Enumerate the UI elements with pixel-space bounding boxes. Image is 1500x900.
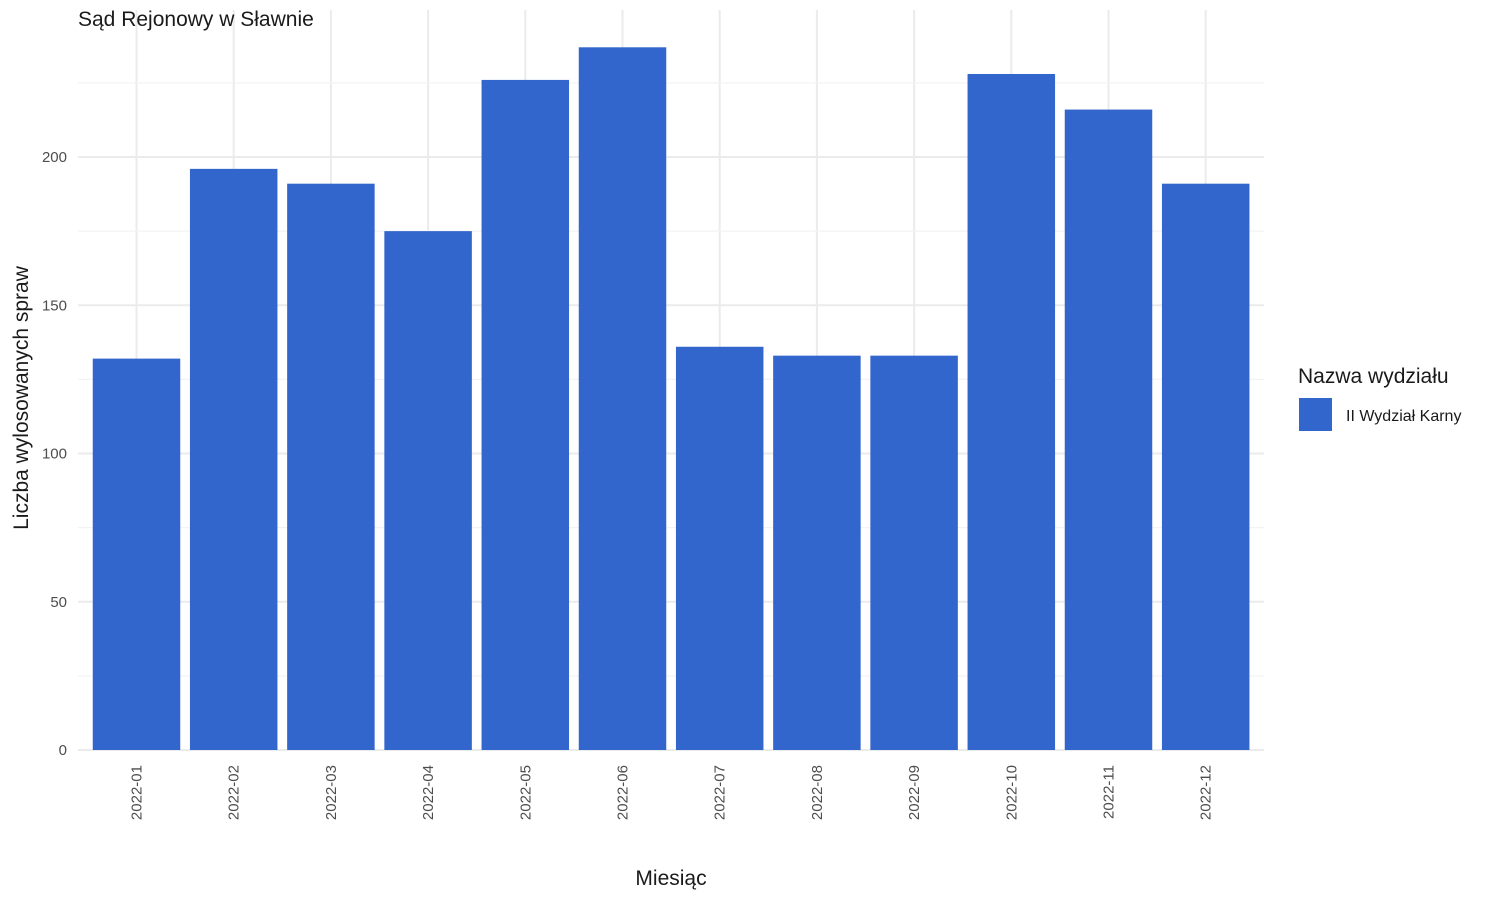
bar xyxy=(773,355,861,750)
x-tick-label: 2022-05 xyxy=(517,765,534,820)
bar xyxy=(481,79,570,750)
bars xyxy=(92,47,1250,751)
legend-title: Nazwa wydziału xyxy=(1298,365,1449,388)
x-tick-label: 2022-04 xyxy=(420,765,437,820)
x-tick-label: 2022-11 xyxy=(1101,765,1118,819)
y-tick-label: 50 xyxy=(50,594,67,611)
bar xyxy=(1064,109,1153,750)
x-tick-label: 2022-01 xyxy=(129,765,146,820)
x-tick-label: 2022-06 xyxy=(615,765,632,820)
legend: Nazwa wydziału II Wydział Karny xyxy=(1298,365,1461,431)
bar xyxy=(287,183,375,750)
chart-title: Sąd Rejonowy w Sławnie xyxy=(78,8,314,31)
bar xyxy=(870,355,958,750)
bar xyxy=(967,73,1056,751)
x-axis-title: Miesiąc xyxy=(635,867,706,890)
x-axis-ticks: 2022-01 2022-02 2022-03 2022-04 2022-05 2022-… xyxy=(129,765,1215,820)
y-axis-ticks: 0 50 100 150 200 xyxy=(42,149,67,759)
y-tick-label: 100 xyxy=(42,446,67,463)
bar xyxy=(189,168,278,751)
legend-swatch xyxy=(1299,398,1332,431)
x-tick-label: 2022-08 xyxy=(809,765,826,820)
y-tick-label: 200 xyxy=(42,149,67,166)
x-tick-label: 2022-10 xyxy=(1003,765,1020,820)
bar xyxy=(384,231,472,750)
y-tick-label: 150 xyxy=(42,297,67,314)
y-tick-label: 0 xyxy=(59,742,67,759)
x-tick-label: 2022-03 xyxy=(323,765,340,820)
y-axis-title: Liczba wylosowanych spraw xyxy=(10,265,33,530)
x-tick-label: 2022-02 xyxy=(226,765,243,820)
bar xyxy=(578,47,667,751)
bar xyxy=(1161,183,1250,750)
x-tick-label: 2022-07 xyxy=(712,765,729,820)
bar xyxy=(92,358,181,750)
x-tick-label: 2022-09 xyxy=(906,765,923,820)
legend-label: II Wydział Karny xyxy=(1346,408,1461,425)
x-tick-label: 2022-12 xyxy=(1198,765,1215,820)
bar xyxy=(675,346,764,750)
